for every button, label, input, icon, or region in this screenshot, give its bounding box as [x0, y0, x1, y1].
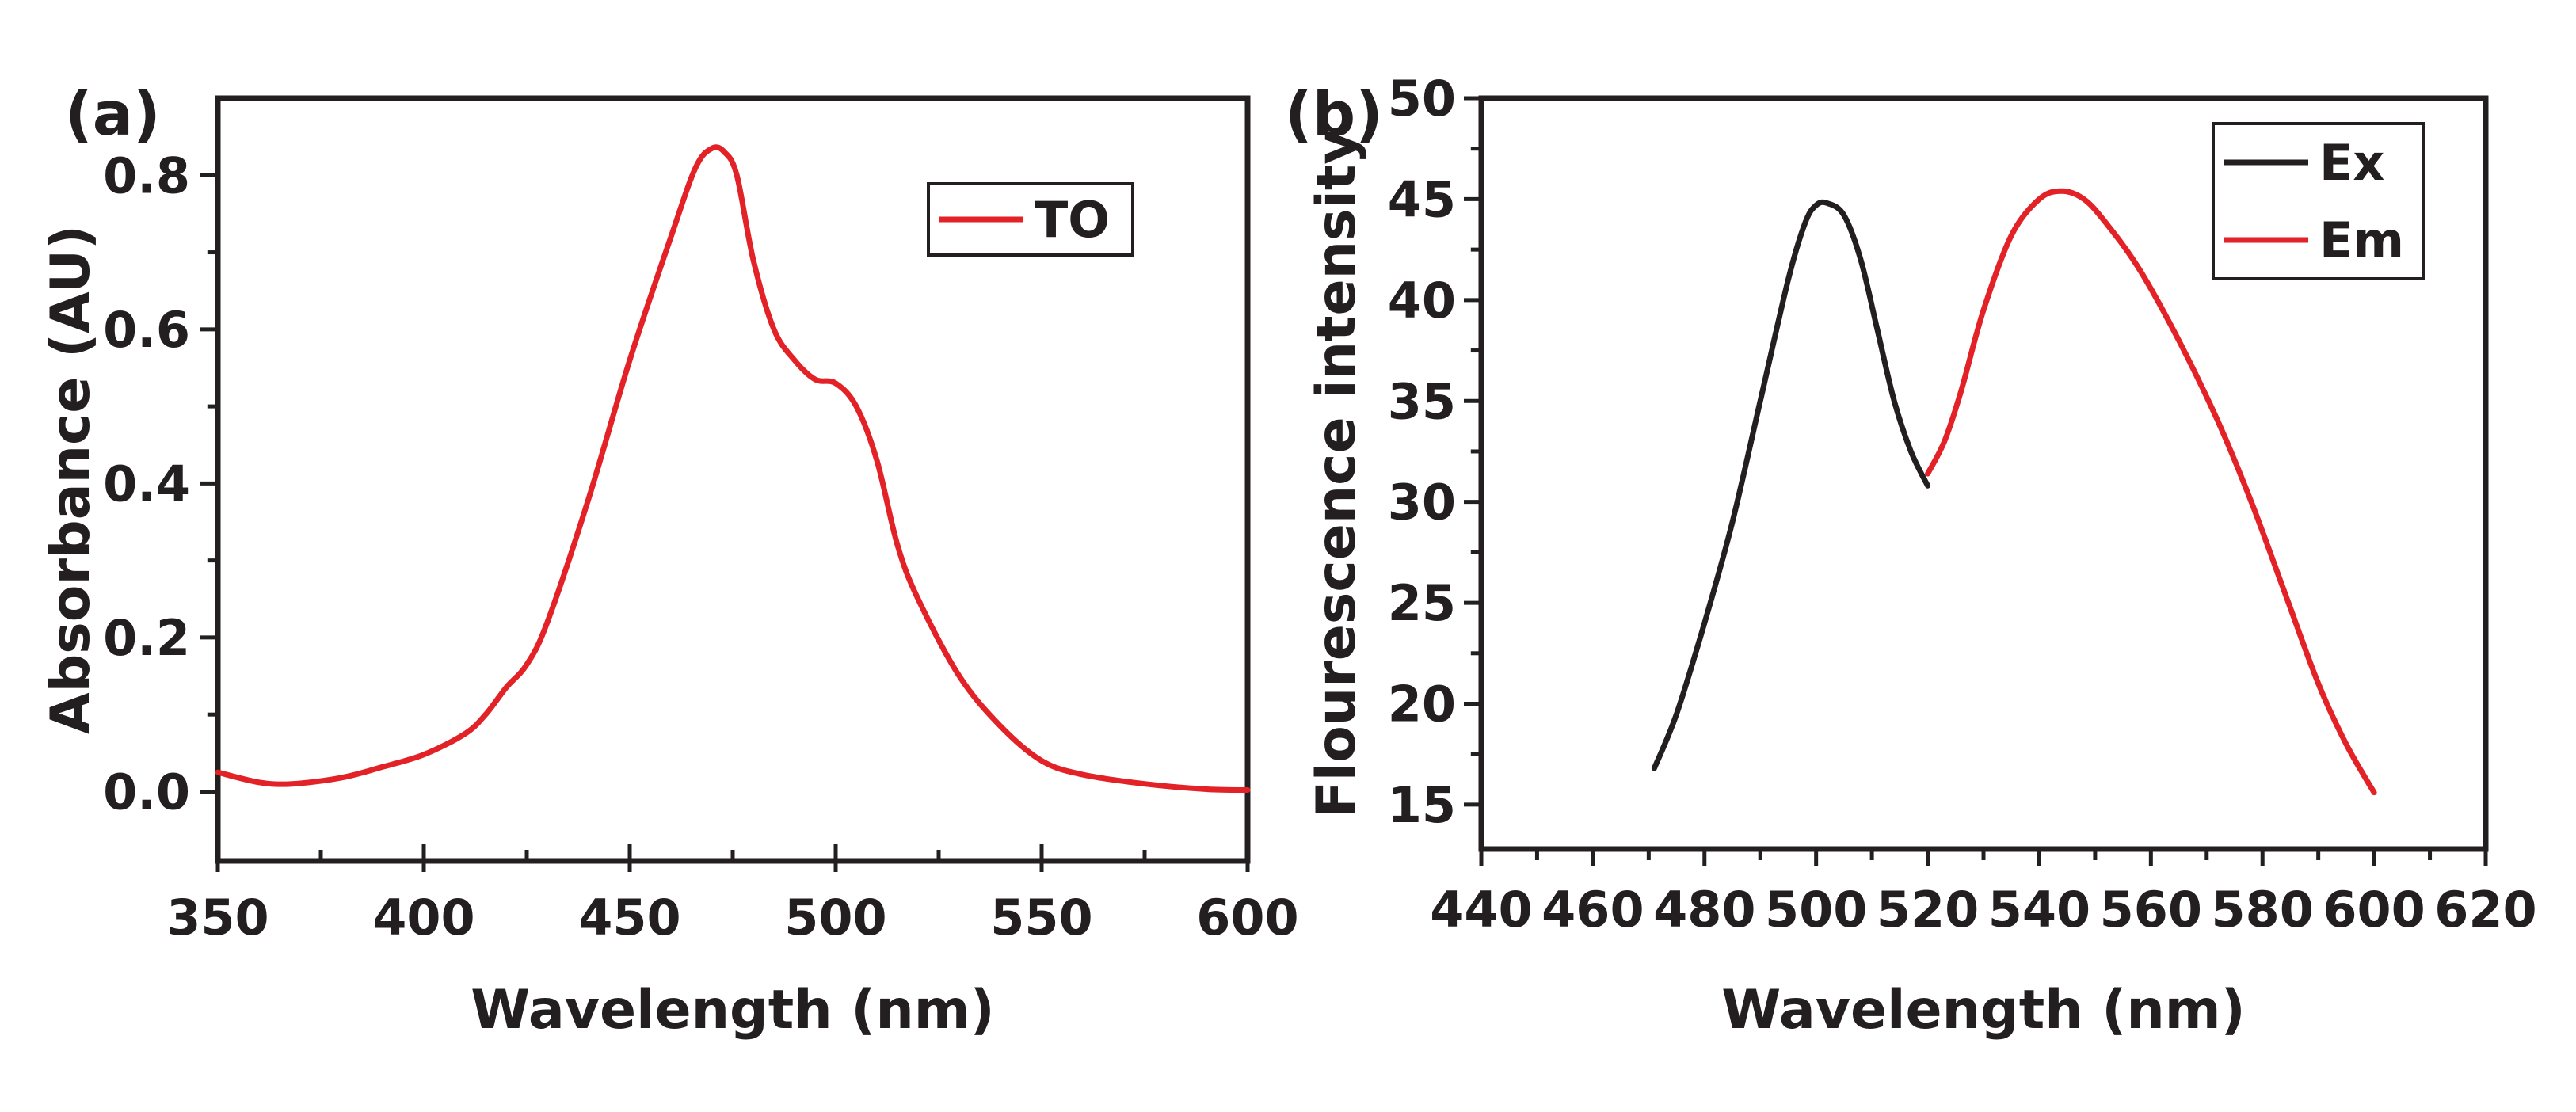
y-axis-title: Flourescence intensity [1305, 129, 1368, 817]
y-tick-label: 0.6 [103, 301, 190, 359]
y-tick-label: 45 [1388, 170, 1456, 228]
x-tick-label: 520 [1877, 881, 1979, 939]
y-tick-label: 40 [1388, 272, 1456, 329]
legend: Ex Em [2212, 122, 2425, 280]
y-axis-title: Absorbance (AU) [40, 225, 102, 734]
legend-label-em: Em [2319, 211, 2404, 269]
x-tick-label: 560 [2100, 881, 2202, 939]
chart-panel-a: (a) 0.0 0.2 0.4 0.6 0.8 350 400 450 500 550 600 Wave… [40, 78, 1299, 1042]
x-axis-title: Wavelength (nm) [471, 979, 994, 1042]
x-tick-label: 460 [1541, 881, 1644, 939]
legend-box [2212, 122, 2425, 280]
x-tick-label: 600 [2323, 881, 2425, 939]
x-tick-label: 540 [1988, 881, 2090, 939]
y-tick-label: 30 [1388, 474, 1456, 531]
x-tick-label: 620 [2434, 881, 2536, 939]
panel-label: (a) [65, 78, 161, 149]
x-tick-label: 480 [1653, 881, 1755, 939]
y-tick-label: 50 [1388, 70, 1456, 128]
x-tick-label: 450 [578, 889, 680, 946]
panel-label: (b) [1285, 78, 1383, 149]
x-tick-label: 600 [1196, 889, 1298, 946]
x-tick-label: 350 [166, 889, 269, 946]
x-tick-label: 440 [1430, 881, 1532, 939]
y-tick-label: 0.2 [103, 609, 190, 667]
chart-panel-b: (b) 15 20 25 30 35 40 45 50 440 460 480 500 520 540 560… [1285, 70, 2537, 1042]
x-tick-label: 500 [784, 889, 886, 946]
x-tick-label: 550 [990, 889, 1092, 946]
y-tick-label: 20 [1388, 676, 1456, 733]
legend: TO [927, 182, 1134, 257]
x-tick-label: 400 [372, 889, 474, 946]
legend-label-ex: Ex [2319, 134, 2384, 192]
series-line-to [215, 144, 1251, 793]
series-line-ex [1651, 199, 1931, 771]
legend-label-to: TO [1035, 191, 1110, 249]
x-tick-label: 500 [1765, 881, 1867, 939]
y-tick-label: 0.0 [103, 763, 190, 821]
y-tick-label: 35 [1388, 372, 1456, 430]
x-tick-label: 580 [2212, 881, 2314, 939]
y-tick-label: 15 [1388, 776, 1456, 834]
x-axis-title: Wavelength (nm) [1721, 979, 2245, 1042]
y-tick-label: 0.8 [103, 147, 190, 204]
y-tick-label: 25 [1388, 574, 1456, 632]
y-tick-label: 0.4 [103, 455, 190, 512]
series-line-em [1925, 188, 2377, 796]
